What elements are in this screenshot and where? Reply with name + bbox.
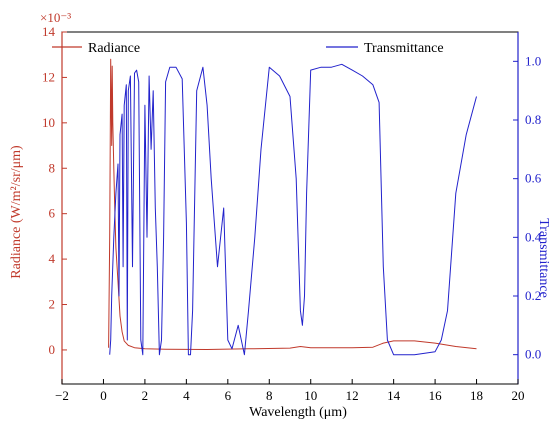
- y-left-tick-label: 2: [49, 297, 56, 312]
- legend-label-radiance: Radiance: [88, 41, 140, 56]
- y-right-tick-label: 0.0: [525, 347, 541, 362]
- y-right-tick-label: 0.8: [525, 112, 541, 127]
- x-tick-label: 4: [183, 388, 190, 403]
- legend: Radiance Transmittance: [52, 41, 444, 56]
- y-left-tick-label: 10: [42, 115, 55, 130]
- legend-label-transmittance: Transmittance: [364, 41, 444, 56]
- series-line-transmittance: [110, 64, 477, 354]
- x-tick-label: −2: [55, 388, 69, 403]
- y-left-tick-label: 14: [42, 24, 56, 39]
- x-tick-label: 18: [470, 388, 483, 403]
- y-right-tick-label: 1.0: [525, 53, 541, 68]
- x-tick-label: 0: [100, 388, 107, 403]
- x-tick-label: 2: [142, 388, 149, 403]
- series-layer: [109, 59, 477, 354]
- y-left-tick-label: 8: [49, 160, 56, 175]
- x-tick-label: 6: [225, 388, 232, 403]
- y-left-tick-label: 12: [42, 69, 55, 84]
- x-tick-label: 20: [512, 388, 525, 403]
- y-right-axis-label: Transmittance: [536, 218, 550, 298]
- x-tick-label: 10: [304, 388, 317, 403]
- x-tick-label: 16: [429, 388, 443, 403]
- y-left-axis-label: Radiance (W/m²/sr/μm): [9, 145, 24, 279]
- x-axis-label: Wavelength (μm): [249, 405, 347, 420]
- axes: −2 0 2 4 6 8 10 12 14 16 18 20024681012140.00.20.40…: [42, 24, 542, 403]
- y-left-tick-label: 0: [49, 342, 56, 357]
- x-tick-label: 12: [346, 388, 359, 403]
- y-right-tick-label: 0.6: [525, 171, 542, 186]
- y-left-tick-label: 6: [49, 206, 56, 221]
- x-tick-label: 14: [387, 388, 401, 403]
- left-axis-multiplier: ×10⁻³: [40, 10, 71, 25]
- y-left-tick-label: 4: [49, 251, 56, 266]
- x-tick-label: 8: [266, 388, 273, 403]
